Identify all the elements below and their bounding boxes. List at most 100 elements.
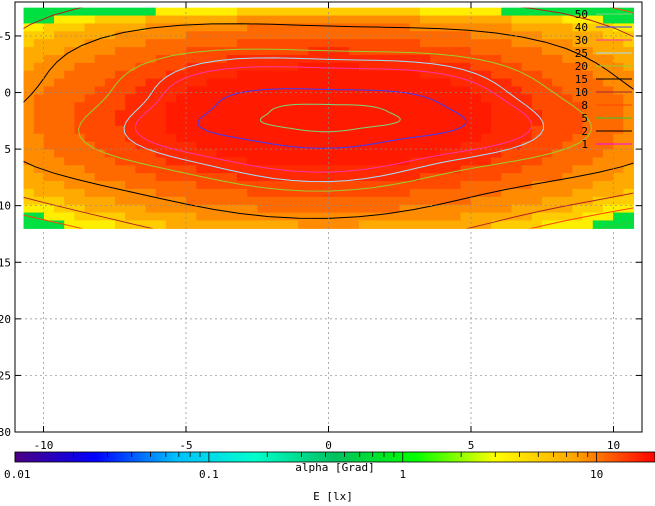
heatmap-cell [145, 47, 157, 56]
heatmap-cell [155, 125, 167, 135]
heatmap-cell [155, 181, 167, 190]
heatmap-cell [74, 117, 86, 127]
heatmap-cell [257, 70, 269, 80]
heatmap-cell [552, 149, 563, 158]
heatmap-cell [491, 220, 502, 229]
heatmap-cell [277, 31, 289, 40]
heatmap-cell [480, 125, 492, 135]
heatmap-cell [277, 196, 289, 206]
heatmap-cell [419, 31, 431, 40]
heatmap-cell [369, 110, 380, 119]
heatmap-cell [308, 15, 319, 25]
heatmap-cell [247, 173, 258, 182]
heatmap-cell [318, 110, 330, 119]
heatmap-cell [298, 15, 309, 25]
heatmap-cell [613, 141, 624, 151]
heatmap-cell [104, 86, 116, 95]
heatmap-cell [359, 7, 370, 17]
heatmap-cell [480, 141, 492, 151]
heatmap-cell [491, 47, 502, 56]
heatmap-cell [359, 204, 370, 214]
heatmap-cell [226, 133, 238, 143]
legend-label: 10 [575, 86, 588, 99]
heatmap-cell [237, 15, 248, 25]
heatmap-cell [125, 7, 136, 17]
heatmap-cell [338, 86, 350, 95]
heatmap-cell [521, 141, 533, 151]
heatmap-cell [511, 47, 523, 56]
heatmap-cell [521, 54, 533, 64]
heatmap-cell [419, 149, 431, 158]
heatmap-cell [287, 47, 299, 56]
heatmap-cell [155, 70, 167, 80]
heatmap-cell [308, 39, 319, 48]
heatmap-cell [33, 15, 45, 25]
heatmap-cell [23, 94, 35, 103]
heatmap-cell [348, 141, 360, 151]
heatmap-cell [409, 157, 421, 166]
heatmap-cell [623, 117, 635, 127]
heatmap-cell [23, 54, 35, 64]
legend-label: 8 [581, 99, 588, 112]
legend-label: 5 [581, 112, 588, 125]
heatmap-cell [43, 141, 55, 151]
heatmap-cell [582, 141, 594, 151]
heatmap-cell [308, 78, 319, 88]
heatmap-cell [206, 62, 218, 72]
heatmap-cell [43, 133, 55, 143]
heatmap-cell [226, 220, 238, 229]
heatmap-cell [318, 220, 330, 229]
heatmap-cell [501, 125, 513, 135]
heatmap-cell [562, 54, 574, 64]
heatmap-cell [257, 15, 269, 25]
heatmap-cell [552, 125, 563, 135]
heatmap-cell [470, 157, 482, 166]
heatmap-cell [389, 157, 401, 166]
heatmap-cell [74, 15, 86, 25]
heatmap-cell [237, 47, 248, 56]
heatmap-cell [135, 149, 147, 158]
heatmap-cell [43, 39, 55, 48]
heatmap-cell [511, 141, 523, 151]
heatmap-cell [135, 94, 147, 103]
heatmap-cell [379, 157, 391, 166]
heatmap-cell [145, 149, 157, 158]
heatmap-cell [74, 94, 86, 103]
heatmap-cell [308, 125, 319, 135]
heatmap-cell [359, 188, 370, 198]
heatmap-cell [359, 78, 370, 88]
heatmap-cell [399, 31, 411, 40]
heatmap-cell [389, 94, 401, 103]
heatmap-cell [54, 125, 65, 135]
heatmap-cell [359, 117, 370, 127]
heatmap-cell [94, 149, 106, 158]
heatmap-cell [206, 102, 218, 111]
heatmap-cell [460, 173, 472, 182]
heatmap-cell [23, 62, 35, 72]
heatmap-cell [409, 94, 421, 103]
heatmap-cell [216, 86, 228, 95]
heatmap-cell [33, 23, 45, 32]
heatmap-cell [572, 212, 584, 222]
heatmap-cell [115, 78, 126, 88]
heatmap-cell [582, 70, 594, 80]
heatmap-cell [613, 39, 624, 48]
heatmap-cell [511, 157, 523, 166]
heatmap-cell [369, 165, 380, 174]
heatmap-cell [389, 173, 401, 182]
heatmap-cell [359, 149, 370, 158]
heatmap-cell [277, 7, 289, 17]
heatmap-cell [23, 47, 35, 56]
heatmap-cell [155, 102, 167, 111]
heatmap-cell [440, 117, 452, 127]
heatmap-cell [277, 78, 289, 88]
heatmap-cell [23, 173, 35, 182]
heatmap-cell [531, 94, 543, 103]
heatmap-cell [74, 181, 86, 190]
heatmap-cell [74, 86, 86, 95]
heatmap-cell [409, 173, 421, 182]
heatmap-cell [369, 54, 380, 64]
heatmap-cell [115, 7, 126, 17]
heatmap-cell [491, 204, 502, 214]
heatmap-cell [592, 39, 604, 48]
